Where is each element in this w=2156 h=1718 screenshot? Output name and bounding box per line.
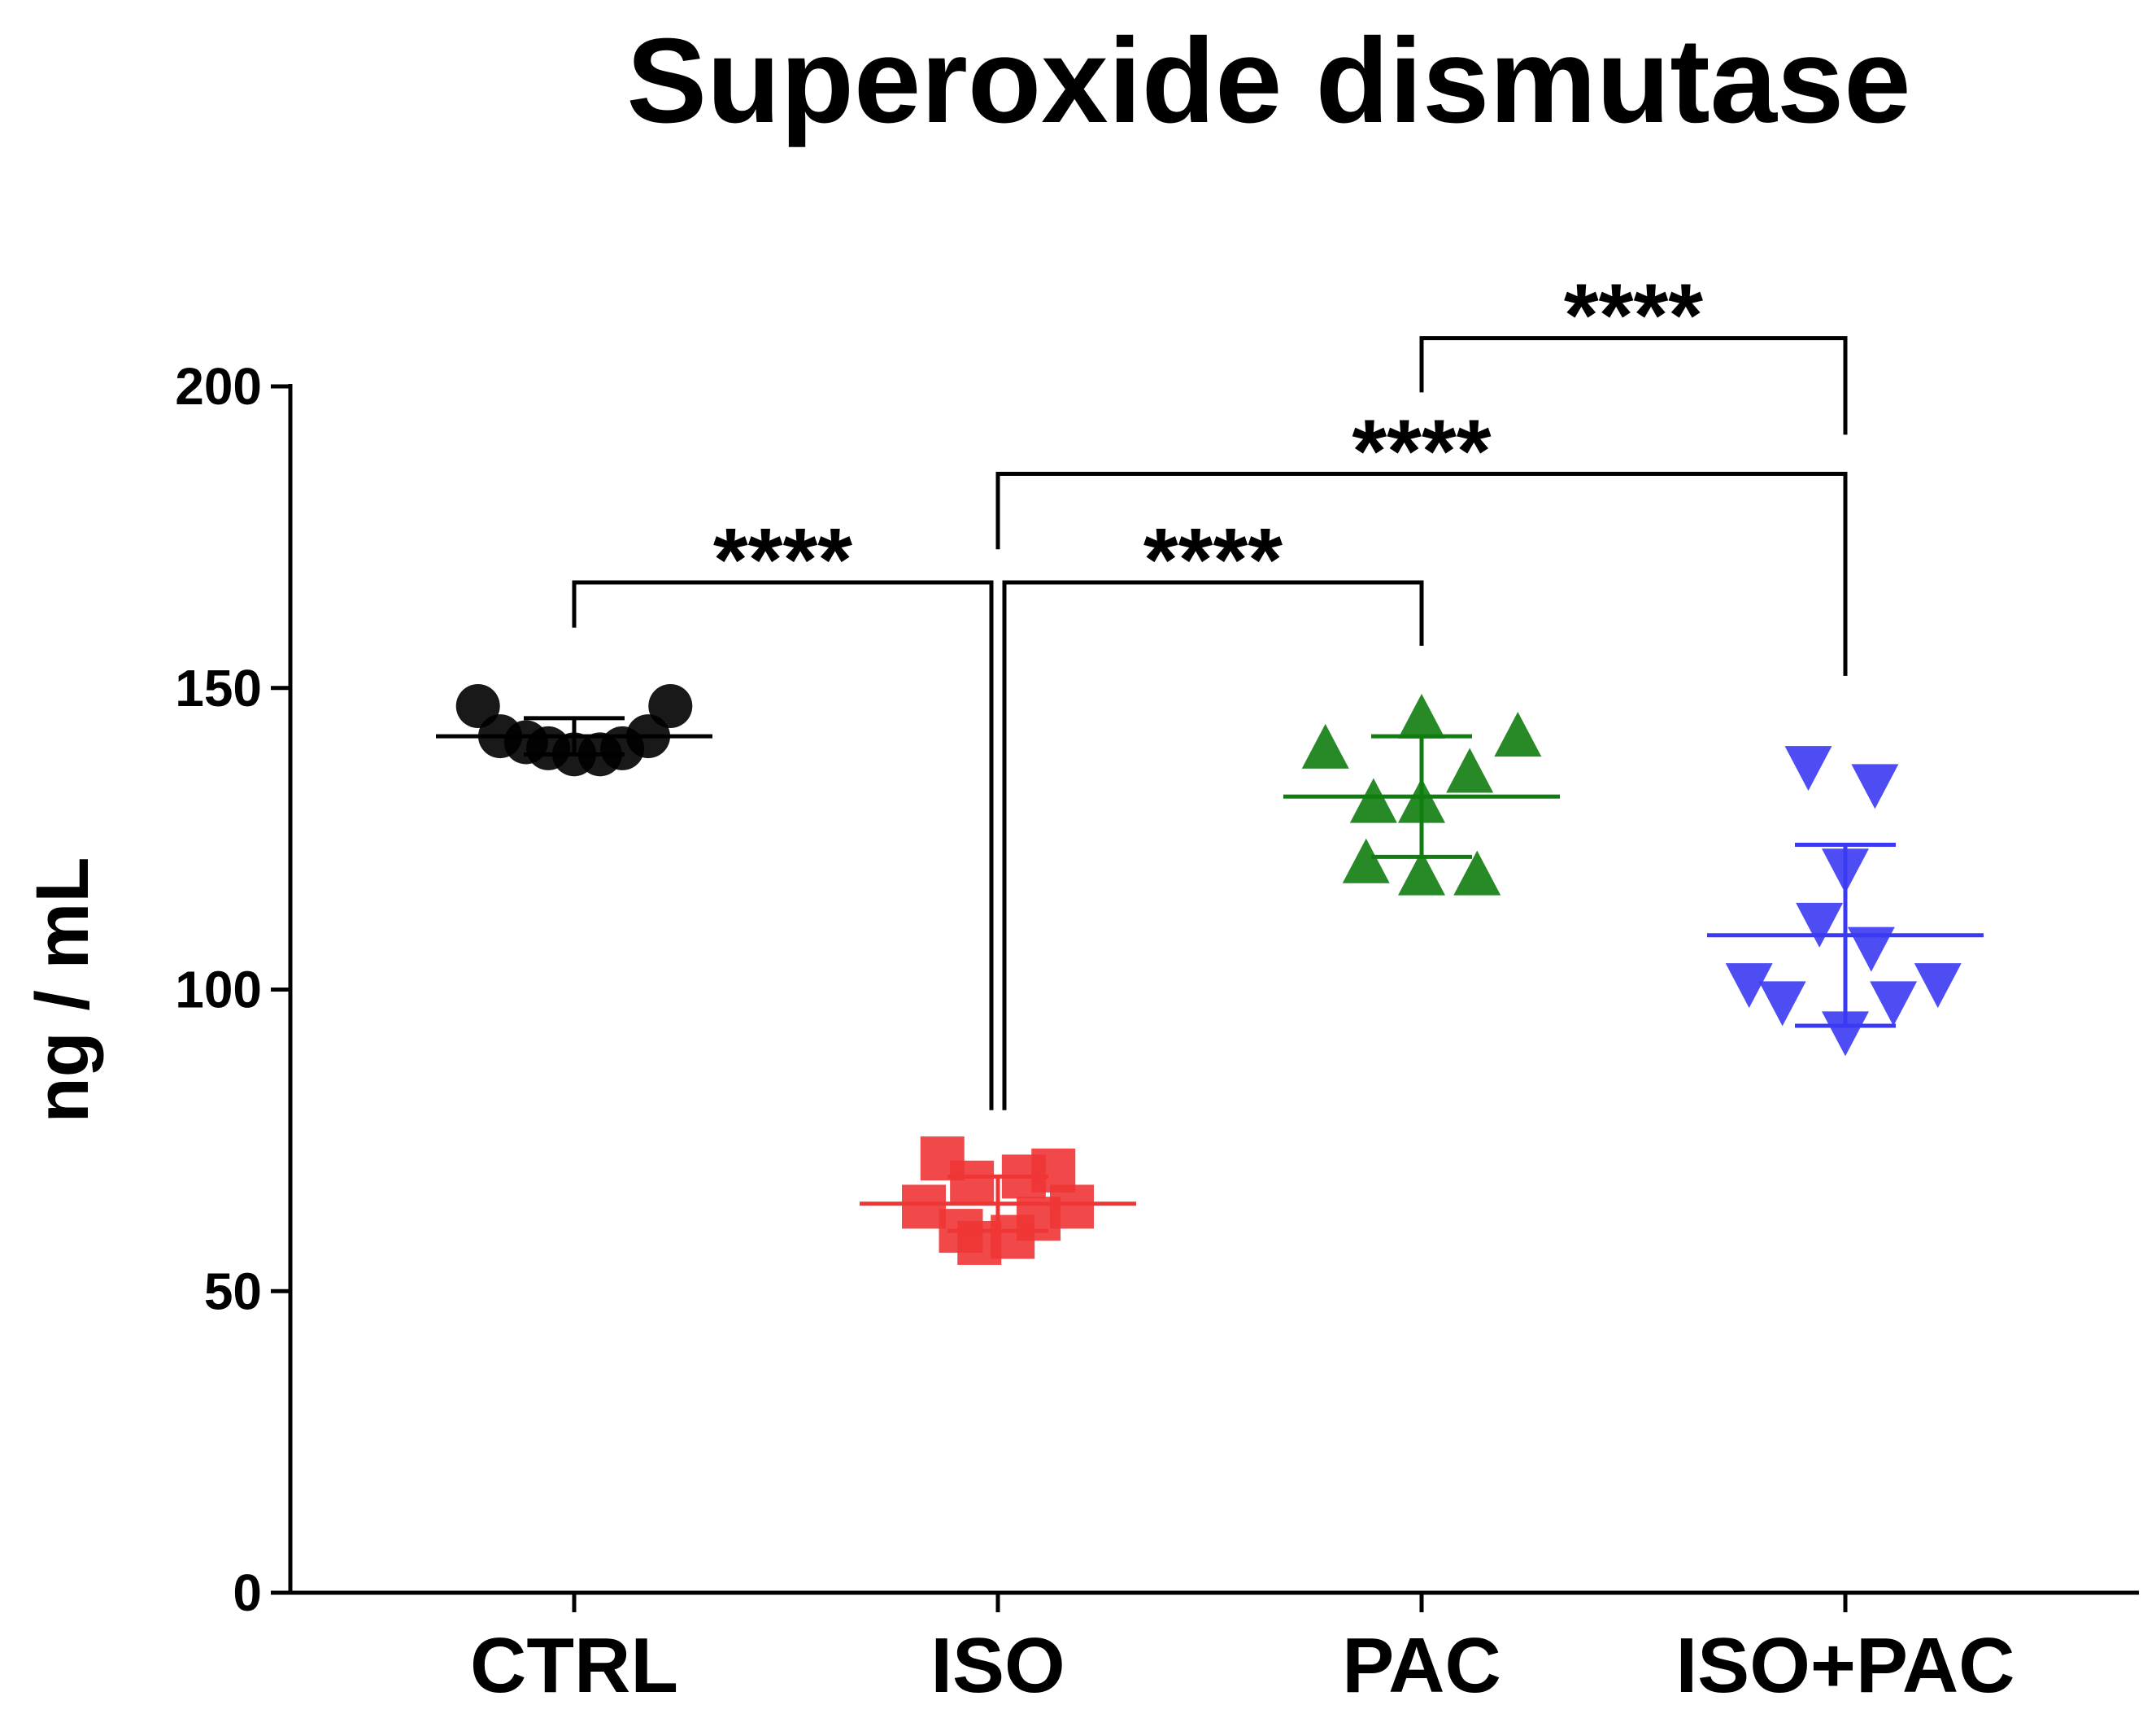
data-point [1914, 963, 1962, 1009]
axes: 0 50 100 150 200 CTRL ISO PAC ISO+PAC [175, 357, 2139, 1709]
significance-label: **** [1352, 402, 1491, 502]
x-tick-label: ISO [930, 1622, 1065, 1709]
data-point [1870, 981, 1918, 1027]
data-point [950, 1160, 995, 1205]
x-tick-label: CTRL [470, 1622, 678, 1709]
significance-bracket [995, 472, 1848, 676]
y-tick-label: 0 [233, 1563, 262, 1622]
y-tick-label: 50 [204, 1262, 262, 1320]
data-point [1446, 748, 1494, 793]
y-tick-label: 150 [175, 659, 262, 717]
x-tick-label: ISO+PAC [1676, 1622, 2015, 1709]
y-tick-label: 200 [175, 357, 262, 416]
data-point [1342, 838, 1390, 883]
significance-bracket [1002, 580, 1424, 1110]
data-point [1847, 927, 1895, 972]
x-tick-label: PAC [1342, 1622, 1501, 1709]
significance-bracket [1419, 336, 1848, 435]
data-point [1494, 712, 1542, 757]
y-axis-label: ng / mL [21, 857, 104, 1123]
data-points [455, 683, 1962, 1265]
error-bars [436, 716, 1984, 1233]
data-point [1050, 1184, 1094, 1229]
significance-label: **** [1143, 510, 1283, 610]
significance-bracket [572, 580, 994, 1110]
data-point [1301, 723, 1349, 769]
data-point [1349, 778, 1397, 823]
significance-label: **** [1564, 266, 1703, 366]
data-point [455, 683, 500, 728]
data-point [1725, 963, 1773, 1009]
data-point [1453, 850, 1501, 896]
data-point [902, 1184, 946, 1229]
data-point [1784, 746, 1832, 791]
data-point [1758, 981, 1806, 1027]
data-point [1398, 850, 1445, 896]
data-point [1796, 902, 1844, 948]
chart-title: Superoxide dismutase [626, 14, 1910, 148]
data-point [648, 683, 693, 728]
data-point [1398, 693, 1445, 739]
data-point [1822, 1011, 1869, 1057]
significance-brackets: **** **** **** **** [572, 266, 1848, 1110]
y-tick-label: 100 [175, 961, 262, 1019]
significance-label: **** [713, 510, 852, 610]
data-point [1851, 764, 1899, 809]
